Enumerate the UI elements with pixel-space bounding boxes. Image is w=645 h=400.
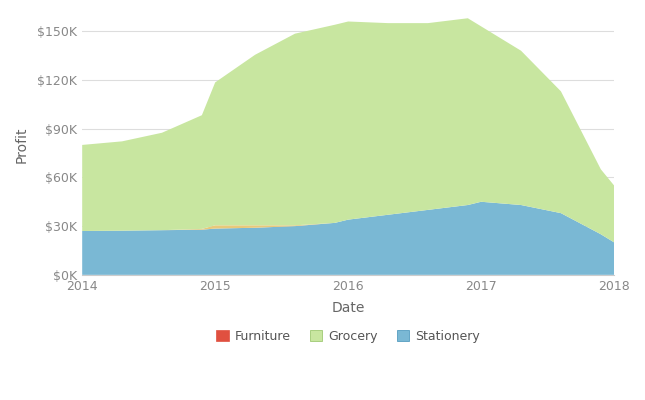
Y-axis label: Profit: Profit [15, 127, 29, 163]
X-axis label: Date: Date [332, 301, 365, 315]
Legend: Furniture, Grocery, Stationery: Furniture, Grocery, Stationery [212, 326, 484, 346]
